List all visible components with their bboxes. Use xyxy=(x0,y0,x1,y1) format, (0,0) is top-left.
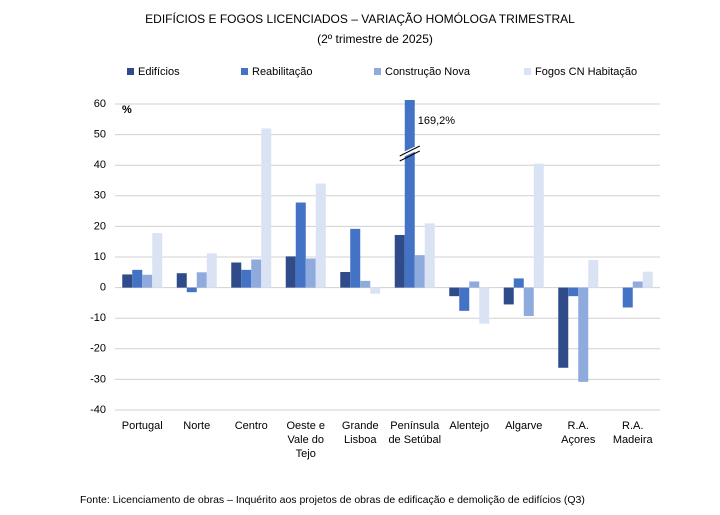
bar xyxy=(261,128,272,288)
bar xyxy=(152,233,163,288)
y-tick-label: 10 xyxy=(94,251,106,263)
legend-swatch xyxy=(241,68,248,75)
bar xyxy=(285,256,296,288)
x-tick-label: Norte xyxy=(183,420,211,432)
bar xyxy=(350,228,361,288)
bar xyxy=(360,280,371,288)
legend-label: Edifícios xyxy=(138,66,180,78)
x-tick-label: Alentejo xyxy=(449,420,490,432)
x-tick-label: Oeste e Vale do Tejo xyxy=(286,420,326,460)
bar xyxy=(622,287,633,308)
chart-subtitle: (2º trimestre de 2025) xyxy=(317,32,433,46)
bar xyxy=(142,274,153,288)
bar xyxy=(305,258,316,288)
legend-label: Fogos CN Habitação xyxy=(535,66,637,78)
x-tick-label: Península de Setúbal xyxy=(388,420,442,446)
bar xyxy=(132,269,143,288)
bar xyxy=(469,281,480,288)
bar xyxy=(404,100,415,288)
bar xyxy=(241,269,252,288)
y-tick-label: 30 xyxy=(94,190,106,202)
bar xyxy=(394,234,405,288)
y-tick-label: -30 xyxy=(90,373,106,385)
y-tick-label: 20 xyxy=(94,220,106,232)
legend-swatch xyxy=(127,68,134,75)
bar xyxy=(632,281,643,288)
x-tick-label: R.A. Madeira xyxy=(612,420,653,446)
y-tick-label: -10 xyxy=(90,312,106,324)
x-tick-label: Algarve xyxy=(505,420,543,432)
axis-break xyxy=(399,145,420,157)
chart-title: EDIFÍCIOS E FOGOS LICENCIADOS – VARIAÇÃO… xyxy=(145,11,575,26)
bar xyxy=(578,287,589,382)
bar xyxy=(370,287,381,294)
x-tick-label: Centro xyxy=(234,420,268,432)
x-tick-label: Portugal xyxy=(121,420,163,432)
x-tick-label: Grande Lisboa xyxy=(341,420,379,446)
y-tick-label: -20 xyxy=(90,343,106,355)
legend-label: Reabilitação xyxy=(252,66,313,78)
bar xyxy=(424,223,435,288)
bar xyxy=(315,183,326,288)
bar xyxy=(459,287,470,311)
bar xyxy=(231,262,242,288)
bar xyxy=(523,287,534,317)
bar xyxy=(568,287,579,297)
y-tick-label: 60 xyxy=(94,98,106,110)
bar xyxy=(588,260,599,288)
data-label: 169,2% xyxy=(418,115,456,127)
bar xyxy=(449,287,460,297)
axis-break xyxy=(399,150,420,162)
plot-area xyxy=(122,100,653,382)
bar xyxy=(558,287,569,368)
bar xyxy=(206,253,217,288)
bar xyxy=(642,271,653,288)
legend-swatch xyxy=(374,68,381,75)
legend-swatch xyxy=(524,68,531,75)
bar xyxy=(186,287,197,293)
y-unit: % xyxy=(122,104,132,116)
y-tick-label: -40 xyxy=(90,404,106,416)
bar xyxy=(414,255,425,288)
legend-label: Construção Nova xyxy=(385,66,471,78)
bar xyxy=(176,273,187,288)
bar xyxy=(340,271,351,288)
bar xyxy=(196,272,207,288)
bar xyxy=(295,202,306,288)
y-tick-label: 40 xyxy=(94,159,106,171)
bar xyxy=(251,259,262,288)
bar xyxy=(479,287,490,324)
y-tick-label: 0 xyxy=(100,282,106,294)
bar xyxy=(122,274,133,288)
bar xyxy=(513,278,524,288)
bar xyxy=(503,287,514,305)
bar xyxy=(533,163,544,288)
source: Fonte: Licenciamento de obras – Inquérit… xyxy=(80,494,585,506)
x-tick-label: R.A. Açores xyxy=(561,420,596,446)
y-tick-label: 50 xyxy=(94,129,106,141)
